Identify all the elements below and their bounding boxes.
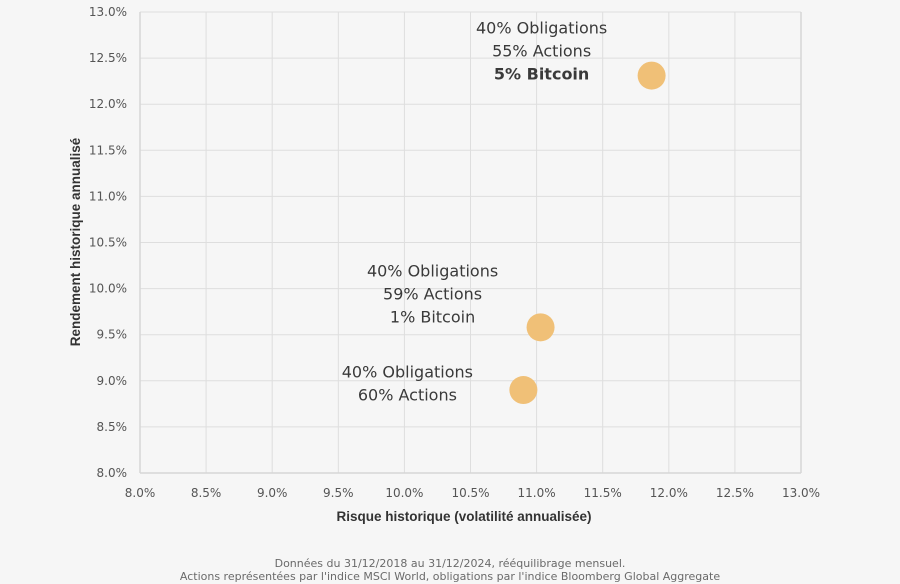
x-tick-label: 11.0%	[518, 486, 556, 500]
y-tick-label: 8.5%	[97, 420, 128, 434]
data-points	[509, 61, 666, 405]
x-axis-ticks: 8.0% 8.5% 9.0% 9.5% 10.0% 10.5% 11.0% 11.5% 12.0…	[125, 486, 820, 500]
y-tick-label: 8.0%	[97, 466, 128, 480]
y-tick-label: 9.0%	[97, 374, 128, 388]
footnote-line-1: Données du 31/12/2018 au 31/12/2024, réé…	[274, 557, 626, 570]
x-tick-label: 9.0%	[257, 486, 288, 500]
x-tick-label: 8.0%	[125, 486, 156, 500]
y-tick-label: 11.5%	[89, 143, 127, 157]
point-label-line: 40% Obligations	[367, 261, 498, 280]
point-label-line: 1% Bitcoin	[390, 307, 475, 326]
data-point	[526, 313, 555, 342]
y-tick-label: 12.5%	[89, 51, 127, 65]
x-tick-label: 10.0%	[385, 486, 423, 500]
point-label-line: 59% Actions	[383, 284, 482, 303]
x-tick-label: 9.5%	[323, 486, 354, 500]
y-axis-title: Rendement historique annualisé	[68, 137, 83, 346]
point-label-line: 5% Bitcoin	[494, 65, 589, 84]
x-tick-label: 8.5%	[191, 486, 222, 500]
x-tick-label: 12.5%	[716, 486, 754, 500]
x-tick-label: 11.5%	[584, 486, 622, 500]
point-labels: 40% Obligations 55% Actions 5% Bitcoin 40% …	[342, 19, 607, 405]
x-tick-label: 13.0%	[782, 486, 820, 500]
point-label-line: 40% Obligations	[342, 363, 473, 382]
data-point	[509, 376, 538, 405]
y-tick-label: 10.5%	[89, 236, 127, 250]
point-label-line: 40% Obligations	[476, 19, 607, 38]
y-axis-ticks: 8.0% 8.5% 9.0% 9.5% 10.0% 10.5% 11.0% 11.5% 12.0…	[89, 5, 127, 480]
x-tick-label: 12.0%	[650, 486, 688, 500]
data-point	[637, 61, 666, 90]
y-tick-label: 9.5%	[97, 328, 128, 342]
gridlines	[139, 11, 802, 474]
point-label-line: 60% Actions	[358, 386, 457, 405]
footnote-line-2: Actions représentées par l'indice MSCI W…	[179, 570, 721, 583]
x-axis-title: Risque historique (volatilité annualisée…	[336, 509, 591, 524]
y-tick-label: 11.0%	[89, 189, 127, 203]
point-label-line: 55% Actions	[492, 42, 591, 61]
scatter-chart: 8.0% 8.5% 9.0% 9.5% 10.0% 10.5% 11.0% 11.5% 12.0…	[68, 5, 820, 524]
y-tick-label: 13.0%	[89, 5, 127, 19]
x-tick-label: 10.5%	[451, 486, 489, 500]
y-tick-label: 10.0%	[89, 282, 127, 296]
y-tick-label: 12.0%	[89, 97, 127, 111]
